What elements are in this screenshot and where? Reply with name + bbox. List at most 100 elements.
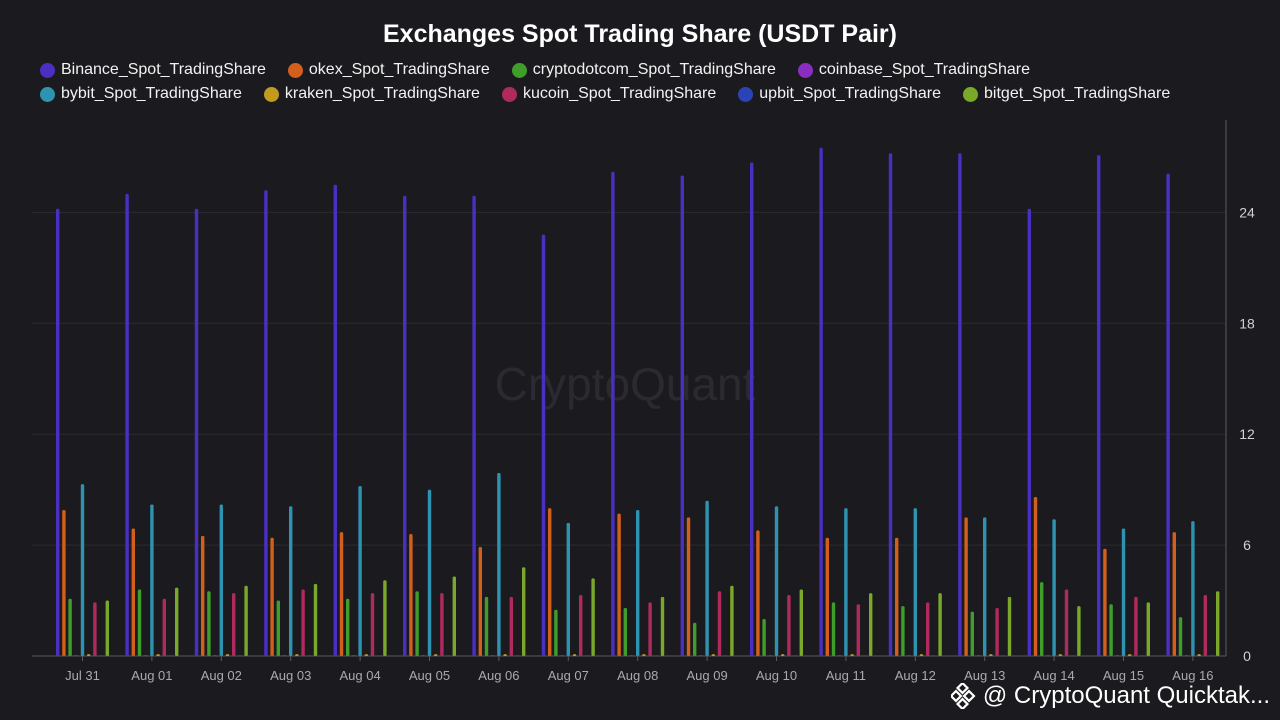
bar-okex_Spot_TradingShare-Aug-10[interactable] — [756, 530, 760, 656]
bar-bitget_Spot_TradingShare-Aug-02[interactable] — [244, 585, 248, 656]
bar-Binance_Spot_TradingShare-Aug-11[interactable] — [819, 147, 823, 657]
bar-kraken_Spot_TradingShare-Aug-13[interactable] — [989, 654, 993, 656]
bar-Binance_Spot_TradingShare-Aug-12[interactable] — [888, 153, 893, 656]
bar-upbit_Spot_TradingShare-Aug-12[interactable] — [932, 655, 936, 656]
legend-item-7[interactable]: upbit_Spot_TradingShare — [738, 84, 941, 104]
bar-cryptodotcom_Spot_TradingShare-Aug-12[interactable] — [901, 606, 905, 656]
bar-okex_Spot_TradingShare-Aug-11[interactable] — [825, 537, 829, 656]
bar-Binance_Spot_TradingShare-Aug-09[interactable] — [680, 175, 684, 656]
bar-kucoin_Spot_TradingShare-Aug-11[interactable] — [856, 604, 860, 656]
bar-bitget_Spot_TradingShare-Aug-12[interactable] — [938, 593, 942, 656]
bar-kucoin_Spot_TradingShare-Aug-14[interactable] — [1064, 589, 1069, 656]
bar-kraken_Spot_TradingShare-Aug-05[interactable] — [434, 654, 438, 656]
bar-bybit_Spot_TradingShare-Aug-09[interactable] — [705, 500, 709, 656]
bar-coinbase_Spot_TradingShare-Aug-07[interactable] — [560, 655, 564, 656]
bar-bybit_Spot_TradingShare-Aug-10[interactable] — [774, 506, 779, 656]
bar-bybit_Spot_TradingShare-Aug-13[interactable] — [983, 517, 987, 656]
bar-coinbase_Spot_TradingShare-Jul-31[interactable] — [74, 655, 78, 656]
bar-kucoin_Spot_TradingShare-Aug-01[interactable] — [162, 598, 166, 656]
bar-bitget_Spot_TradingShare-Aug-06[interactable] — [522, 567, 526, 656]
bar-upbit_Spot_TradingShare-Aug-11[interactable] — [862, 655, 867, 656]
legend-item-4[interactable]: bybit_Spot_TradingShare — [40, 84, 242, 104]
bar-coinbase_Spot_TradingShare-Aug-10[interactable] — [768, 655, 772, 656]
bar-kraken_Spot_TradingShare-Aug-03[interactable] — [295, 654, 299, 656]
bar-bitget_Spot_TradingShare-Aug-09[interactable] — [730, 585, 734, 656]
bar-okex_Spot_TradingShare-Aug-02[interactable] — [201, 535, 205, 656]
bar-kraken_Spot_TradingShare-Aug-15[interactable] — [1128, 654, 1132, 656]
bar-okex_Spot_TradingShare-Aug-08[interactable] — [617, 513, 621, 656]
bar-okex_Spot_TradingShare-Aug-04[interactable] — [339, 532, 344, 656]
bar-kucoin_Spot_TradingShare-Aug-12[interactable] — [926, 602, 930, 656]
bar-okex_Spot_TradingShare-Aug-12[interactable] — [895, 537, 899, 656]
bar-okex_Spot_TradingShare-Aug-03[interactable] — [270, 537, 274, 656]
bar-okex_Spot_TradingShare-Aug-07[interactable] — [548, 508, 552, 656]
bar-coinbase_Spot_TradingShare-Aug-15[interactable] — [1115, 655, 1119, 656]
bar-cryptodotcom_Spot_TradingShare-Aug-02[interactable] — [207, 591, 211, 656]
bar-coinbase_Spot_TradingShare-Aug-03[interactable] — [282, 655, 287, 656]
bar-bybit_Spot_TradingShare-Aug-08[interactable] — [636, 509, 640, 656]
bar-bybit_Spot_TradingShare-Aug-11[interactable] — [844, 508, 848, 656]
legend-item-2[interactable]: cryptodotcom_Spot_TradingShare — [511, 60, 776, 80]
bar-upbit_Spot_TradingShare-Aug-14[interactable] — [1071, 655, 1075, 656]
bar-okex_Spot_TradingShare-Jul-31[interactable] — [62, 509, 66, 656]
bar-coinbase_Spot_TradingShare-Aug-09[interactable] — [699, 655, 703, 656]
bar-cryptodotcom_Spot_TradingShare-Aug-13[interactable] — [970, 611, 974, 656]
bar-cryptodotcom_Spot_TradingShare-Aug-11[interactable] — [831, 602, 836, 656]
bar-cryptodotcom_Spot_TradingShare-Jul-31[interactable] — [68, 598, 72, 656]
bar-Binance_Spot_TradingShare-Aug-03[interactable] — [264, 190, 268, 656]
bar-bitget_Spot_TradingShare-Aug-11[interactable] — [869, 593, 873, 656]
bar-upbit_Spot_TradingShare-Aug-05[interactable] — [446, 655, 450, 656]
bar-kucoin_Spot_TradingShare-Aug-04[interactable] — [370, 593, 375, 656]
bar-Binance_Spot_TradingShare-Aug-01[interactable] — [125, 193, 129, 656]
legend-item-0[interactable]: Binance_Spot_TradingShare — [40, 60, 266, 80]
bar-kucoin_Spot_TradingShare-Jul-31[interactable] — [93, 602, 97, 656]
legend-item-8[interactable]: bitget_Spot_TradingShare — [963, 84, 1170, 104]
bar-bitget_Spot_TradingShare-Aug-16[interactable] — [1216, 591, 1220, 656]
legend-item-1[interactable]: okex_Spot_TradingShare — [287, 60, 490, 80]
bar-okex_Spot_TradingShare-Aug-13[interactable] — [964, 517, 968, 656]
bar-bitget_Spot_TradingShare-Aug-07[interactable] — [591, 578, 595, 656]
bar-bybit_Spot_TradingShare-Aug-14[interactable] — [1052, 519, 1056, 656]
bar-bybit_Spot_TradingShare-Aug-15[interactable] — [1121, 528, 1126, 656]
bar-bybit_Spot_TradingShare-Aug-06[interactable] — [497, 473, 501, 656]
bar-upbit_Spot_TradingShare-Aug-03[interactable] — [307, 655, 311, 656]
bar-kucoin_Spot_TradingShare-Aug-02[interactable] — [232, 593, 236, 656]
bar-kucoin_Spot_TradingShare-Aug-16[interactable] — [1203, 595, 1207, 656]
bar-coinbase_Spot_TradingShare-Aug-02[interactable] — [213, 655, 217, 656]
bar-upbit_Spot_TradingShare-Aug-15[interactable] — [1140, 655, 1144, 656]
bar-cryptodotcom_Spot_TradingShare-Aug-15[interactable] — [1109, 604, 1113, 656]
bar-bybit_Spot_TradingShare-Aug-16[interactable] — [1191, 521, 1195, 656]
bar-kucoin_Spot_TradingShare-Aug-07[interactable] — [579, 595, 583, 656]
bar-kucoin_Spot_TradingShare-Aug-13[interactable] — [995, 607, 999, 656]
bar-okex_Spot_TradingShare-Aug-16[interactable] — [1172, 532, 1176, 656]
bar-okex_Spot_TradingShare-Aug-05[interactable] — [409, 534, 413, 656]
bar-bybit_Spot_TradingShare-Aug-03[interactable] — [289, 506, 293, 656]
bar-bitget_Spot_TradingShare-Aug-05[interactable] — [452, 576, 456, 656]
bar-kucoin_Spot_TradingShare-Aug-06[interactable] — [509, 596, 513, 656]
bar-kucoin_Spot_TradingShare-Aug-05[interactable] — [440, 593, 444, 656]
bar-cryptodotcom_Spot_TradingShare-Aug-14[interactable] — [1040, 582, 1044, 656]
bar-coinbase_Spot_TradingShare-Aug-08[interactable] — [629, 655, 634, 656]
bar-cryptodotcom_Spot_TradingShare-Aug-01[interactable] — [137, 589, 142, 656]
bar-Binance_Spot_TradingShare-Aug-10[interactable] — [750, 162, 754, 656]
bar-coinbase_Spot_TradingShare-Aug-05[interactable] — [421, 655, 425, 656]
bar-kraken_Spot_TradingShare-Aug-09[interactable] — [711, 654, 715, 656]
bar-kraken_Spot_TradingShare-Aug-01[interactable] — [156, 654, 160, 656]
bar-bitget_Spot_TradingShare-Aug-15[interactable] — [1146, 602, 1150, 656]
legend-item-5[interactable]: kraken_Spot_TradingShare — [263, 84, 480, 104]
bar-cryptodotcom_Spot_TradingShare-Aug-05[interactable] — [415, 591, 419, 656]
bar-Binance_Spot_TradingShare-Aug-08[interactable] — [611, 171, 615, 657]
bar-upbit_Spot_TradingShare-Jul-31[interactable] — [99, 655, 103, 656]
bar-Binance_Spot_TradingShare-Aug-07[interactable] — [541, 234, 546, 656]
author-credit[interactable]: @ CryptoQuant Quicktak... — [950, 682, 1270, 710]
bar-bitget_Spot_TradingShare-Jul-31[interactable] — [105, 600, 109, 656]
bar-coinbase_Spot_TradingShare-Aug-12[interactable] — [907, 655, 911, 656]
bar-okex_Spot_TradingShare-Aug-15[interactable] — [1103, 548, 1107, 656]
bar-kucoin_Spot_TradingShare-Aug-10[interactable] — [787, 595, 791, 656]
bar-kraken_Spot_TradingShare-Aug-06[interactable] — [503, 654, 507, 656]
bar-cryptodotcom_Spot_TradingShare-Aug-08[interactable] — [623, 607, 627, 656]
bar-cryptodotcom_Spot_TradingShare-Aug-10[interactable] — [762, 619, 766, 656]
bar-Binance_Spot_TradingShare-Aug-05[interactable] — [403, 195, 407, 657]
bar-upbit_Spot_TradingShare-Aug-10[interactable] — [793, 655, 797, 656]
bar-Binance_Spot_TradingShare-Jul-31[interactable] — [56, 208, 60, 657]
